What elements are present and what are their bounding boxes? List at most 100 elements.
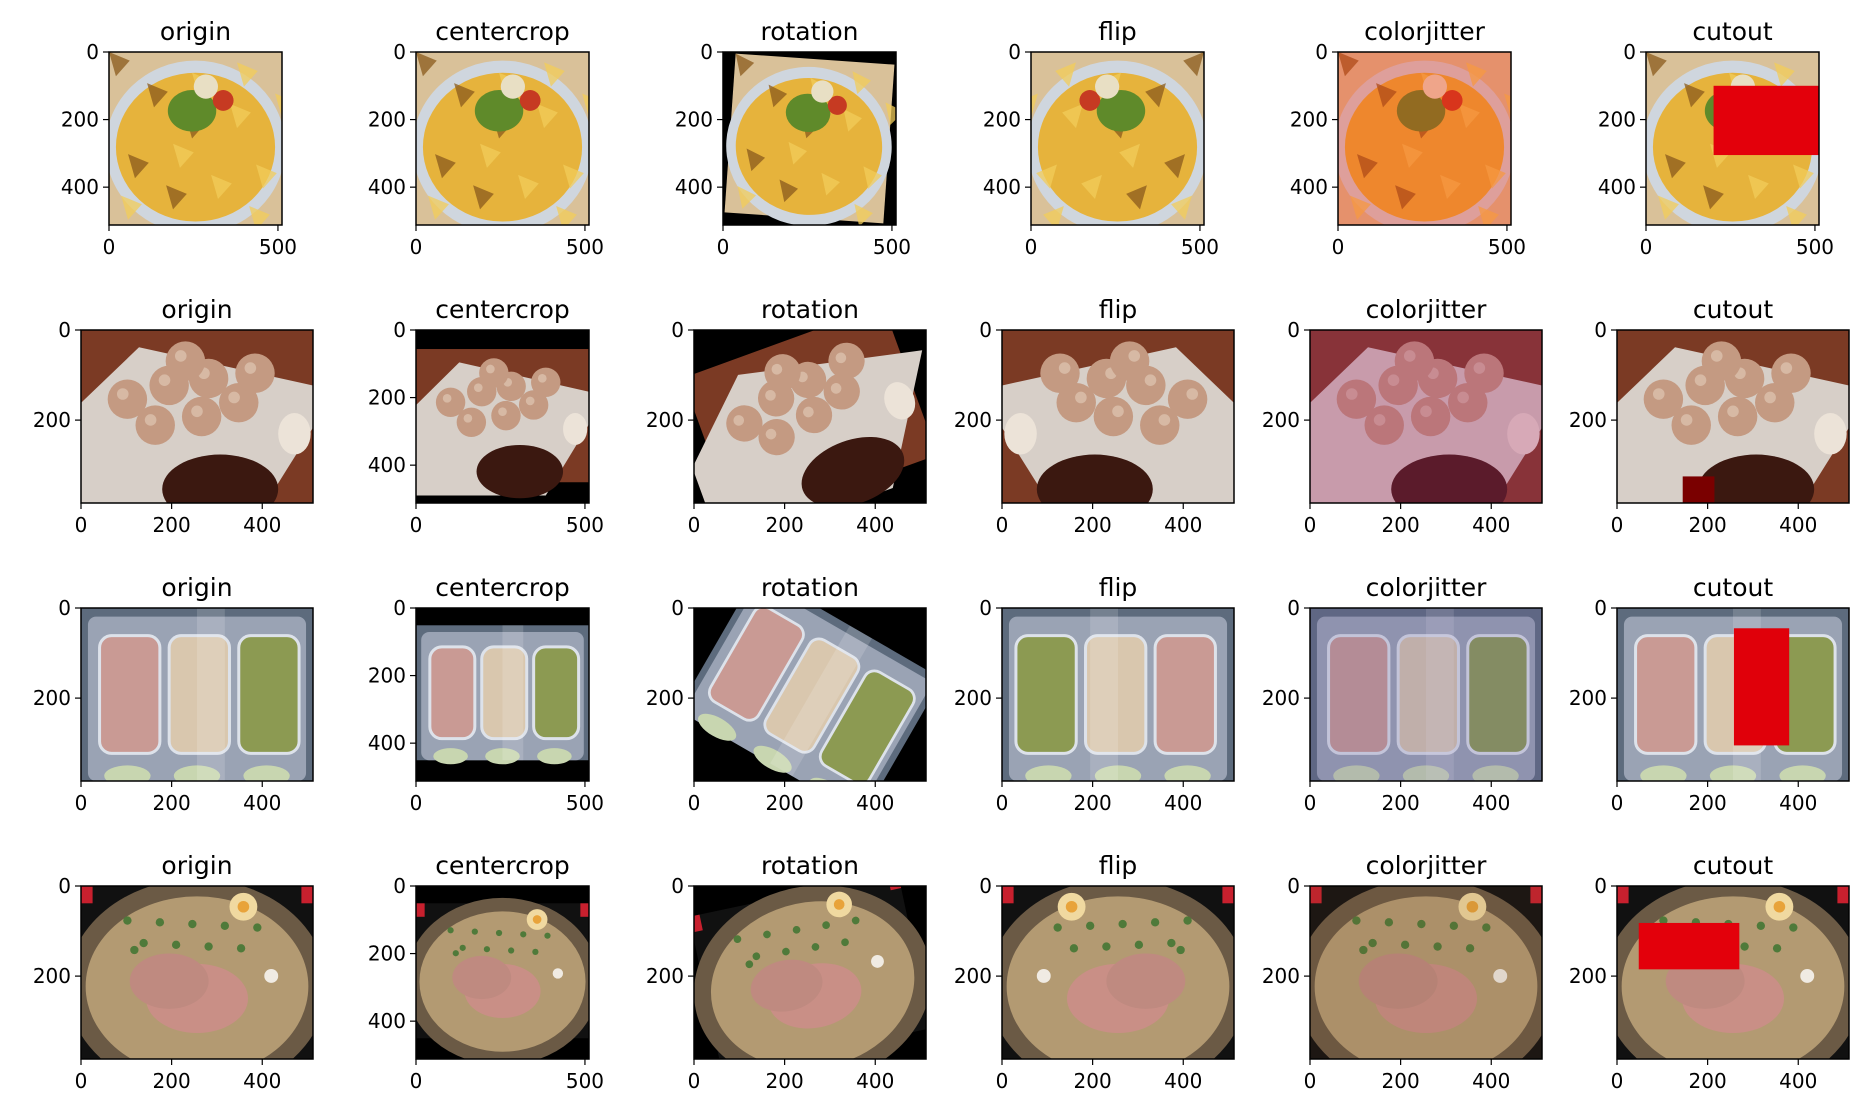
axes-frame bbox=[80, 607, 314, 782]
jitter-tint bbox=[1310, 886, 1542, 1059]
y-tick-label: 0 bbox=[393, 596, 406, 620]
y-tick-label: 400 bbox=[1290, 175, 1328, 199]
x-tick-label: 500 bbox=[566, 513, 604, 537]
x-tick-label: 200 bbox=[1382, 791, 1420, 815]
panel-title: origin bbox=[161, 573, 232, 602]
panel-title: origin bbox=[161, 851, 232, 880]
panel-image bbox=[1002, 886, 1234, 1059]
panel-r4-flip: flip 0 200 400 0 200 bbox=[954, 851, 1235, 1093]
y-tick-label: 200 bbox=[646, 964, 684, 988]
y-tick-label: 200 bbox=[368, 386, 406, 410]
x-tick-label: 200 bbox=[1689, 791, 1727, 815]
x-tick-label: 400 bbox=[1164, 1069, 1202, 1093]
x-tick-label: 500 bbox=[1796, 235, 1834, 259]
axes-frame bbox=[693, 329, 927, 504]
y-tick-label: 0 bbox=[58, 318, 71, 342]
axes-frame bbox=[1001, 885, 1235, 1060]
panel-r4-origin: origin 0 200 400 0 200 bbox=[33, 851, 314, 1093]
x-tick-label: 200 bbox=[766, 791, 804, 815]
y-tick-label: 200 bbox=[954, 686, 992, 710]
panel-image bbox=[81, 330, 313, 503]
y-tick-label: 200 bbox=[1569, 686, 1607, 710]
cutout-patch bbox=[1638, 922, 1740, 970]
x-tick-label: 200 bbox=[1689, 513, 1727, 537]
x-tick-label: 400 bbox=[1779, 513, 1817, 537]
x-tick-label: 0 bbox=[1611, 513, 1624, 537]
panel-r3-rotation: rotation 0 200 400 0 200 bbox=[646, 573, 927, 815]
x-tick-label: 0 bbox=[410, 235, 423, 259]
x-tick-label: 400 bbox=[856, 791, 894, 815]
panel-image bbox=[694, 330, 926, 503]
x-tick-label: 0 bbox=[1304, 791, 1317, 815]
axes-frame bbox=[415, 51, 590, 226]
axes-frame bbox=[415, 885, 590, 1060]
x-tick-label: 200 bbox=[1382, 1069, 1420, 1093]
panel-r3-colorjitter: colorjitter 0 200 400 0 200 bbox=[1262, 573, 1543, 815]
y-tick-label: 0 bbox=[1287, 874, 1300, 898]
y-tick-label: 0 bbox=[393, 40, 406, 64]
x-tick-label: 400 bbox=[1472, 791, 1510, 815]
panel-title: flip bbox=[1099, 851, 1138, 880]
y-tick-label: 400 bbox=[983, 175, 1021, 199]
x-tick-label: 500 bbox=[566, 791, 604, 815]
x-tick-label: 0 bbox=[103, 235, 116, 259]
axes-frame bbox=[1001, 329, 1235, 504]
panel-image bbox=[1310, 330, 1542, 503]
panel-r1-centercrop: centercrop 0 500 0 200 400 bbox=[368, 17, 604, 259]
x-tick-label: 0 bbox=[410, 791, 423, 815]
panel-image bbox=[694, 608, 926, 781]
panel-title: cutout bbox=[1693, 851, 1774, 880]
x-tick-label: 0 bbox=[1640, 235, 1653, 259]
axes-frame bbox=[108, 51, 283, 226]
y-tick-label: 200 bbox=[983, 108, 1021, 132]
y-tick-label: 0 bbox=[58, 874, 71, 898]
panel-image bbox=[109, 52, 282, 225]
y-tick-label: 0 bbox=[1594, 874, 1607, 898]
y-tick-label: 400 bbox=[368, 731, 406, 755]
y-tick-label: 200 bbox=[1262, 964, 1300, 988]
panel-image bbox=[416, 52, 589, 225]
x-tick-label: 0 bbox=[1025, 235, 1038, 259]
axes-frame bbox=[1001, 607, 1235, 782]
y-tick-label: 200 bbox=[368, 108, 406, 132]
axes-frame bbox=[415, 329, 590, 504]
x-tick-label: 0 bbox=[410, 513, 423, 537]
x-tick-label: 200 bbox=[1382, 513, 1420, 537]
panel-title: colorjitter bbox=[1364, 17, 1485, 46]
x-tick-label: 200 bbox=[153, 513, 191, 537]
panel-r3-origin: origin 0 200 400 0 200 bbox=[33, 573, 314, 815]
panel-r3-centercrop: centercrop 0 500 0 200 400 bbox=[368, 573, 604, 815]
panel-r4-centercrop: centercrop 0 500 0 200 400 bbox=[368, 851, 604, 1093]
panel-r2-colorjitter: colorjitter 0 200 400 0 200 bbox=[1262, 295, 1543, 537]
jitter-tint bbox=[1310, 608, 1542, 781]
y-tick-label: 0 bbox=[979, 318, 992, 342]
panel-image bbox=[1338, 52, 1511, 225]
panel-title: cutout bbox=[1693, 295, 1774, 324]
y-tick-label: 0 bbox=[1315, 40, 1328, 64]
axes-frame bbox=[1309, 607, 1543, 782]
x-tick-label: 400 bbox=[243, 1069, 281, 1093]
y-tick-label: 0 bbox=[58, 596, 71, 620]
axes-frame bbox=[1616, 329, 1850, 504]
panel-image bbox=[1646, 52, 1819, 225]
axes-frame bbox=[1337, 51, 1512, 226]
panel-title: colorjitter bbox=[1366, 573, 1487, 602]
panel-title: flip bbox=[1098, 17, 1137, 46]
axes-frame bbox=[80, 885, 314, 1060]
y-tick-label: 0 bbox=[1008, 40, 1021, 64]
panel-r1-cutout: cutout 0 500 0 200 400 bbox=[1598, 17, 1834, 259]
panel-image bbox=[416, 330, 589, 503]
panel-image bbox=[1031, 52, 1204, 225]
x-tick-label: 500 bbox=[1181, 235, 1219, 259]
panel-title: rotation bbox=[761, 295, 859, 324]
x-tick-label: 400 bbox=[856, 1069, 894, 1093]
panel-image bbox=[723, 52, 896, 225]
x-tick-label: 500 bbox=[259, 235, 297, 259]
panel-title: origin bbox=[161, 295, 232, 324]
x-tick-label: 0 bbox=[996, 791, 1009, 815]
y-tick-label: 200 bbox=[954, 408, 992, 432]
panel-title: cutout bbox=[1693, 573, 1774, 602]
x-tick-label: 0 bbox=[1611, 1069, 1624, 1093]
y-tick-label: 200 bbox=[1262, 686, 1300, 710]
